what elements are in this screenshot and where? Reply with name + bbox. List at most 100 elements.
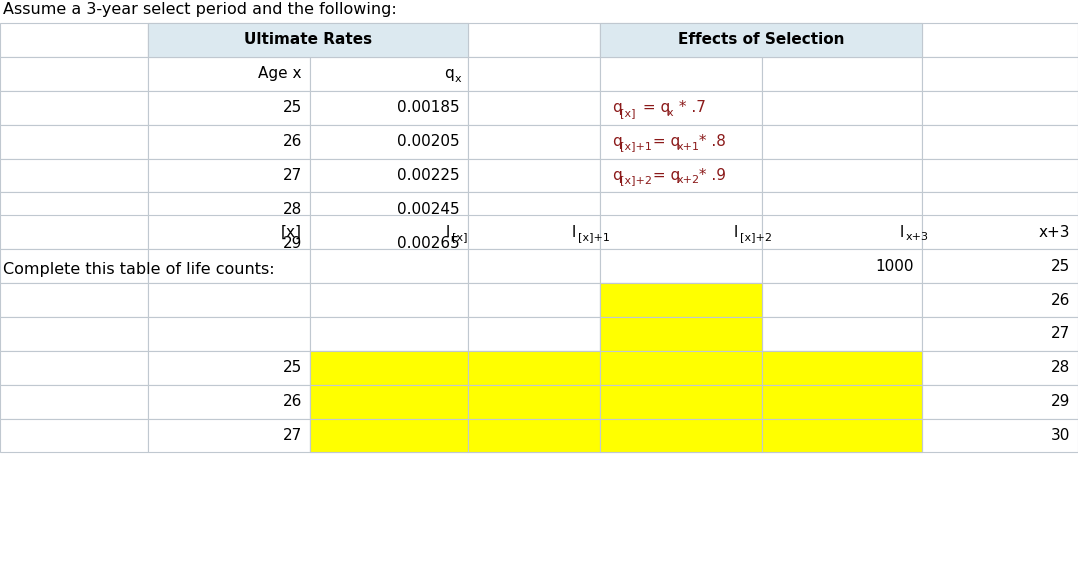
Bar [468, 260, 600, 294]
Bar [600, 317, 762, 351]
Text: * .7: * .7 [674, 100, 706, 115]
Text: 25: 25 [282, 100, 302, 115]
Text: l: l [734, 225, 738, 240]
Bar [762, 351, 922, 385]
Bar [600, 57, 762, 91]
Bar [148, 227, 310, 260]
Text: l: l [445, 225, 450, 240]
Bar [762, 215, 922, 249]
Bar [600, 317, 762, 351]
Text: Effects of Selection: Effects of Selection [678, 32, 844, 48]
Bar [148, 351, 310, 385]
Bar [148, 260, 310, 294]
Bar [148, 23, 468, 57]
Bar [310, 317, 468, 351]
Bar [600, 419, 762, 453]
Bar [468, 23, 600, 57]
Bar [922, 419, 1078, 453]
Text: Age x: Age x [259, 66, 302, 81]
Text: 29: 29 [282, 236, 302, 251]
Bar [762, 419, 922, 453]
Bar [762, 385, 922, 419]
Bar [762, 260, 922, 294]
Bar [762, 351, 922, 385]
Text: Ultimate Rates: Ultimate Rates [244, 32, 372, 48]
Bar [0, 23, 148, 57]
Bar [0, 57, 148, 91]
Text: x+3: x+3 [906, 232, 929, 242]
Bar [762, 159, 922, 193]
Bar [922, 351, 1078, 385]
Bar [310, 419, 468, 453]
Text: [x]: [x] [281, 225, 302, 240]
Text: l: l [900, 225, 904, 240]
Bar [310, 159, 468, 193]
Bar [148, 385, 310, 419]
Bar [922, 227, 1078, 260]
Bar [310, 125, 468, 159]
Bar [762, 193, 922, 227]
Text: 30: 30 [1051, 428, 1070, 443]
Text: [x]: [x] [452, 232, 468, 242]
Bar [922, 317, 1078, 351]
Bar [600, 23, 762, 57]
Bar [922, 215, 1078, 249]
Bar [148, 249, 310, 283]
Text: x+1: x+1 [677, 141, 700, 152]
Bar [0, 419, 148, 453]
Text: 0.00265: 0.00265 [398, 236, 460, 251]
Bar [468, 125, 600, 159]
Text: 0.00245: 0.00245 [398, 202, 460, 217]
Text: 25: 25 [1051, 259, 1070, 274]
Bar [310, 260, 468, 294]
Bar [310, 23, 468, 57]
Bar [148, 419, 310, 453]
Text: Complete this table of life counts:: Complete this table of life counts: [3, 262, 275, 277]
Bar [762, 283, 922, 317]
Bar [600, 283, 762, 317]
Bar [600, 23, 922, 57]
Text: 27: 27 [1051, 327, 1070, 342]
Bar [922, 159, 1078, 193]
Text: q: q [444, 66, 454, 81]
Bar [468, 351, 600, 385]
Bar [310, 385, 468, 419]
Bar [310, 249, 468, 283]
Text: x: x [455, 74, 461, 84]
Bar [600, 227, 762, 260]
Bar [468, 351, 600, 385]
Text: * .9: * .9 [694, 168, 725, 183]
Text: 25: 25 [282, 361, 302, 375]
Bar [310, 351, 468, 385]
Bar [600, 351, 762, 385]
Bar [468, 91, 600, 125]
Text: 26: 26 [1051, 293, 1070, 308]
Bar [148, 23, 310, 57]
Bar [310, 91, 468, 125]
Bar [600, 385, 762, 419]
Bar [762, 91, 922, 125]
Bar [922, 57, 1078, 91]
Bar [762, 227, 922, 260]
Bar [762, 125, 922, 159]
Bar [148, 317, 310, 351]
Bar [922, 385, 1078, 419]
Bar [922, 260, 1078, 294]
Text: = q: = q [648, 168, 680, 183]
Text: 0.00185: 0.00185 [398, 100, 460, 115]
Text: 27: 27 [282, 428, 302, 443]
Bar [148, 57, 310, 91]
Bar [0, 159, 148, 193]
Bar [310, 193, 468, 227]
Bar [310, 57, 468, 91]
Bar [310, 283, 468, 317]
Bar [600, 419, 762, 453]
Bar [0, 227, 148, 260]
Text: 27: 27 [282, 168, 302, 183]
Bar [0, 385, 148, 419]
Bar [468, 249, 600, 283]
Bar [468, 215, 600, 249]
Bar [148, 283, 310, 317]
Text: [x]+2: [x]+2 [620, 175, 652, 186]
Bar [148, 159, 310, 193]
